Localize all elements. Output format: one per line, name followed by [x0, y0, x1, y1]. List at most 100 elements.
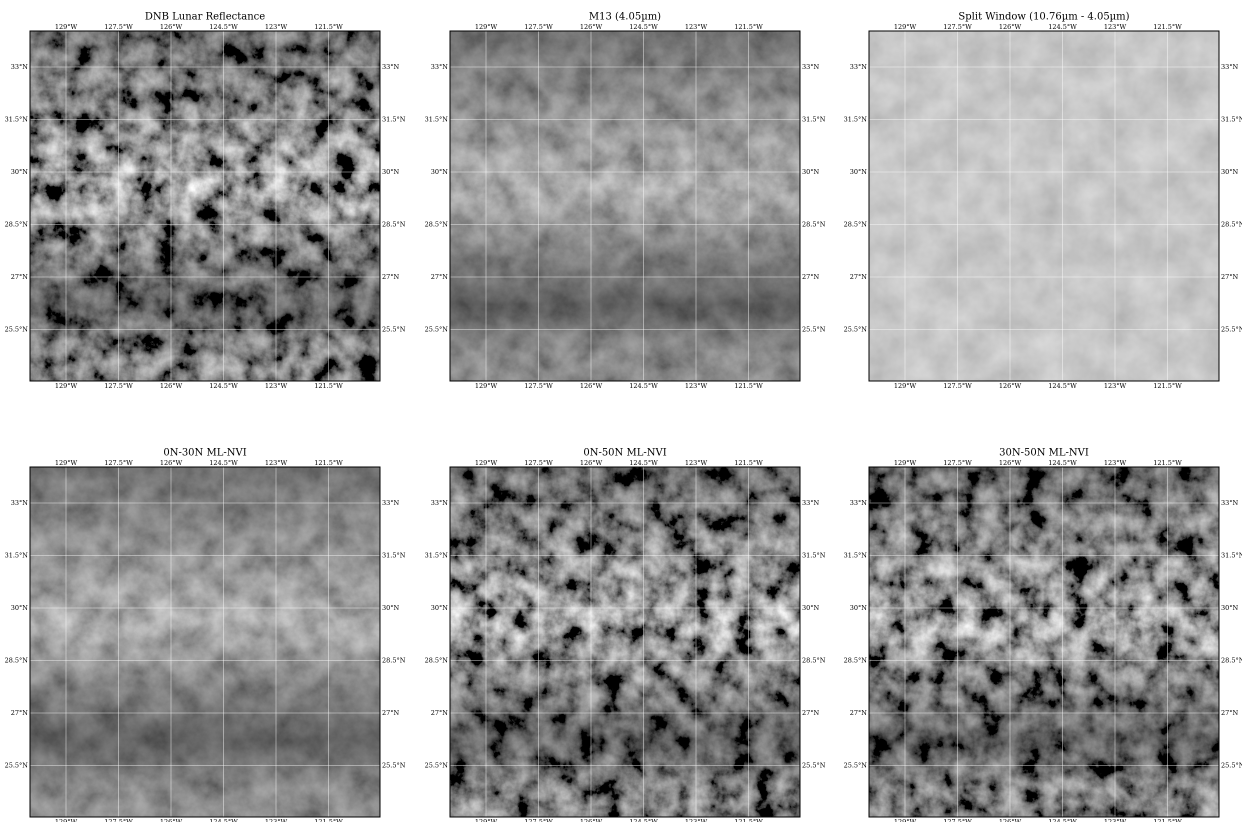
lat-label: 25.5°N: [425, 762, 449, 770]
lat-label: 25.5°N: [382, 326, 406, 334]
lon-label: 127.5°W: [104, 818, 133, 822]
lon-label: 124.5°W: [629, 382, 658, 390]
lon-label: 127.5°W: [104, 23, 133, 31]
lat-label: 31.5°N: [844, 116, 868, 124]
lat-label: 25.5°N: [844, 762, 868, 770]
lat-label: 31.5°N: [802, 116, 826, 124]
lon-label: 123°W: [685, 23, 708, 31]
lon-label: 121.5°W: [734, 23, 763, 31]
lat-label: 27°N: [802, 709, 820, 717]
lon-label: 123°W: [1104, 459, 1127, 467]
lon-label: 129°W: [894, 459, 917, 467]
lon-label: 121.5°W: [1153, 818, 1182, 822]
lon-label: 123°W: [685, 382, 708, 390]
lat-label: 25.5°N: [802, 326, 826, 334]
lat-label: 27°N: [382, 709, 400, 717]
lat-label: 33°N: [850, 63, 868, 71]
panel-title: 0N-50N ML-NVI: [583, 448, 666, 459]
lat-label: 30°N: [1221, 604, 1239, 612]
lon-label: 129°W: [55, 818, 78, 822]
lon-label: 124.5°W: [1048, 382, 1077, 390]
panel-frame: [29, 466, 381, 818]
image-shading: [30, 31, 380, 381]
lon-label: 129°W: [894, 818, 917, 822]
lon-label: 121.5°W: [314, 23, 343, 31]
map-panel: DNB Lunar Reflectance 129°W 129°W 127.5°W 12…: [5, 12, 406, 391]
lon-label: 127.5°W: [524, 459, 553, 467]
lat-label: 28.5°N: [5, 657, 29, 665]
map-panel: 0N-50N ML-NVI 129°W 129°W 127.5°W 127.5°W 126…: [425, 448, 826, 822]
panel-title: 30N-50N ML-NVI: [999, 448, 1089, 459]
lat-label: 27°N: [850, 273, 868, 281]
lon-label: 126°W: [580, 382, 603, 390]
lon-label: 121.5°W: [734, 382, 763, 390]
lat-label: 27°N: [1221, 709, 1239, 717]
lon-label: 121.5°W: [1153, 459, 1182, 467]
lon-label: 126°W: [999, 382, 1022, 390]
lat-label: 33°N: [850, 499, 868, 507]
lat-label: 27°N: [802, 273, 820, 281]
lon-label: 127.5°W: [943, 818, 972, 822]
panel-frame: [868, 30, 1220, 382]
lon-label: 123°W: [1104, 382, 1127, 390]
lat-label: 31.5°N: [425, 552, 449, 560]
lat-label: 28.5°N: [425, 221, 449, 229]
lat-label: 33°N: [382, 63, 400, 71]
map-panel: 30N-50N ML-NVI 129°W 129°W 127.5°W 127.5°W 12…: [844, 448, 1242, 822]
panel-title: 0N-30N ML-NVI: [163, 448, 246, 459]
lon-label: 126°W: [580, 818, 603, 822]
lat-label: 33°N: [802, 499, 820, 507]
lat-label: 27°N: [850, 709, 868, 717]
panel-frame: [449, 30, 801, 382]
lon-label: 129°W: [475, 459, 498, 467]
lat-label: 30°N: [382, 168, 400, 176]
lat-label: 28.5°N: [5, 221, 29, 229]
lat-label: 30°N: [431, 604, 449, 612]
lat-label: 25.5°N: [382, 762, 406, 770]
lon-label: 127.5°W: [104, 459, 133, 467]
lat-label: 31.5°N: [802, 552, 826, 560]
lon-label: 126°W: [160, 818, 183, 822]
lon-label: 123°W: [265, 23, 288, 31]
lat-label: 30°N: [802, 168, 820, 176]
lat-label: 33°N: [11, 499, 29, 507]
lon-label: 121.5°W: [314, 459, 343, 467]
lon-label: 126°W: [580, 459, 603, 467]
lat-label: 30°N: [1221, 168, 1239, 176]
lon-label: 124.5°W: [629, 23, 658, 31]
lon-label: 124.5°W: [629, 818, 658, 822]
lat-label: 33°N: [802, 63, 820, 71]
lat-label: 30°N: [850, 168, 868, 176]
lon-label: 127.5°W: [524, 23, 553, 31]
lon-label: 127.5°W: [943, 382, 972, 390]
lon-label: 126°W: [999, 818, 1022, 822]
lat-label: 33°N: [1221, 63, 1239, 71]
lat-label: 28.5°N: [382, 657, 406, 665]
lat-label: 33°N: [431, 499, 449, 507]
lon-label: 123°W: [265, 818, 288, 822]
lon-label: 123°W: [265, 459, 288, 467]
lat-label: 25.5°N: [1221, 762, 1242, 770]
lat-label: 33°N: [11, 63, 29, 71]
lat-label: 30°N: [382, 604, 400, 612]
lon-label: 124.5°W: [1048, 23, 1077, 31]
panel-title: Split Window (10.76µm - 4.05µm): [958, 12, 1129, 23]
lon-label: 121.5°W: [734, 818, 763, 822]
lat-label: 31.5°N: [1221, 552, 1242, 560]
lon-label: 123°W: [685, 459, 708, 467]
lat-label: 31.5°N: [5, 116, 29, 124]
lon-label: 121.5°W: [314, 818, 343, 822]
lat-label: 27°N: [431, 709, 449, 717]
lat-label: 25.5°N: [1221, 326, 1242, 334]
lat-label: 28.5°N: [802, 657, 826, 665]
lon-label: 127.5°W: [943, 23, 972, 31]
lat-label: 27°N: [382, 273, 400, 281]
lon-label: 123°W: [685, 818, 708, 822]
panel-frame: [449, 466, 801, 818]
image-shading: [869, 467, 1219, 817]
lat-label: 28.5°N: [844, 657, 868, 665]
map-panel: M13 (4.05µm) 129°W 129°W 127.5°W 127.5°W 126°…: [425, 12, 826, 391]
lon-label: 129°W: [475, 818, 498, 822]
lat-label: 27°N: [11, 273, 29, 281]
